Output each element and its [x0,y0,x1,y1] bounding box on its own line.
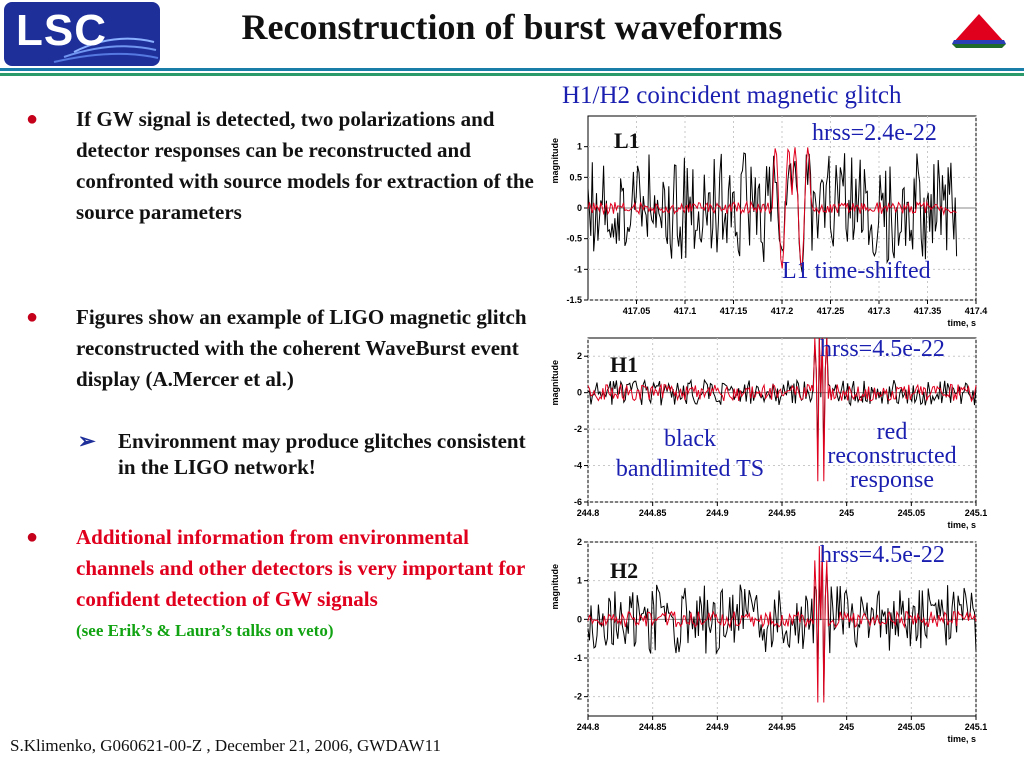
y-tick-label: 1 [577,576,582,586]
chart-h1-black-legend: black bandlimited TS [590,424,790,484]
chart-l1: -1.5 -1 -0.5 0 0.5 1 417.05 417.1 417.15 417.2 417… [550,115,988,328]
veto-note: (see Erik’s & Laura’s talks on veto) [76,621,334,640]
y-tick-label: -6 [574,497,582,507]
x-tick-label: 417.25 [817,306,845,316]
x-tick-label: 417.2 [771,306,794,316]
series-red-reconstructed [587,546,977,703]
x-tick-label: 417.4 [965,306,988,316]
y-tick-label: -2 [574,424,582,434]
legend-black-line2: bandlimited TS [615,456,765,482]
x-axis-label: time, s [947,734,976,744]
x-tick-label: 244.8 [577,722,600,732]
chart-h1-red-legend: red reconstructed response [804,420,980,492]
y-tick-label: -0.5 [566,234,582,244]
chart-h1-ifo-label: H1 [610,352,639,377]
arrow-bullet-icon: ➢ [78,429,96,453]
series-red-reconstructed [587,337,977,482]
red-green-triangle-icon [952,14,1006,48]
x-tick-label: 245 [839,722,854,732]
y-tick-label: 0 [577,388,582,398]
x-tick-label: 245.1 [965,722,988,732]
series-black-bandlimited [587,152,958,273]
x-tick-label: 244.95 [768,508,796,518]
x-tick-label: 244.85 [639,722,667,732]
round-bullet-icon: ● [26,108,39,130]
x-tick-label: 417.3 [868,306,891,316]
chart-h1-hrss: hrss=4.5e-22 [820,336,945,362]
chart-h2: -2 -1 0 1 2 244.8 244.85 244.9 244.95 245 245.05 24… [550,538,988,744]
x-tick-label: 245.05 [898,722,926,732]
logo-text: LSC [16,6,107,55]
y-axis-label: magnitude [550,360,560,406]
y-tick-label: 0 [577,614,582,624]
bullet-1: ● If GW signal is detected, two polariza… [26,104,536,228]
y-tick-label: 2 [577,538,582,547]
x-axis-label: time, s [947,318,976,328]
y-tick-label: 2 [577,351,582,361]
chart-l1-hrss: hrss=2.4e-22 [812,120,937,146]
logo-swirl [53,37,159,63]
bullet-3: ● Additional information from environmen… [26,522,536,646]
x-tick-label: 244.9 [706,722,729,732]
header-divider-teal [0,68,1024,71]
sub-bullet-1: ➢ Environment may produce glitches consi… [78,428,538,480]
sub-bullet-1-text: Environment may produce glitches consist… [118,429,526,479]
x-tick-label: 245 [839,508,854,518]
x-tick-label: 244.8 [577,508,600,518]
bullet-1-text: If GW signal is detected, two polarizati… [76,107,534,224]
y-axis-label: magnitude [550,138,560,184]
chart-h2-hrss: hrss=4.5e-22 [820,542,945,568]
y-tick-label: 0.5 [569,172,582,182]
legend-red-line2: reconstructed [827,443,957,469]
page-title: Reconstruction of burst waveforms [241,7,783,47]
y-tick-label: -1 [574,264,582,274]
y-tick-label: -4 [574,461,582,471]
x-tick-label: 417.05 [623,306,651,316]
legend-red-line3: response [850,467,934,493]
lsc-logo-icon: LSC [4,2,160,66]
y-axis-label: magnitude [550,564,560,610]
x-tick-label: 245.05 [898,508,926,518]
x-tick-label: 417.35 [914,306,942,316]
chart-l1-shift-note: L1 time-shifted [782,258,931,284]
chart-h2-ifo-label: H2 [610,558,639,583]
series-red-reconstructed [587,147,957,269]
chart-l1-ifo-label: L1 [614,128,640,153]
legend-black-line1: black [664,426,716,452]
bullet-2-text: Figures show an example of LIGO magnetic… [76,305,527,391]
bullet-2: ● Figures show an example of LIGO magnet… [26,302,536,395]
x-tick-label: 244.85 [639,508,667,518]
legend-red-line1: red [876,419,908,445]
round-bullet-icon: ● [26,526,39,548]
y-tick-label: -1.5 [566,295,582,305]
chart-h1: -6 -4 -2 0 2 244.8 244.85 244.9 244.95 245 245.05 2… [550,337,988,530]
round-bullet-icon: ● [26,306,39,328]
y-tick-label: -1 [574,653,582,663]
y-tick-label: 0 [577,203,582,213]
series-black-bandlimited [587,544,977,696]
x-tick-label: 245.1 [965,508,988,518]
figure-caption: H1/H2 coincident magnetic glitch [562,82,902,109]
y-tick-label: 1 [577,142,582,152]
x-tick-label: 244.9 [706,508,729,518]
header-divider-green [0,73,1024,76]
x-tick-label: 417.1 [674,306,697,316]
y-tick-label: -2 [574,692,582,702]
x-tick-label: 244.95 [768,722,796,732]
x-tick-label: 417.15 [720,306,748,316]
footer: S.Klimenko, G060621-00-Z , December 21, … [10,736,441,755]
x-axis-label: time, s [947,520,976,530]
bullet-3-text: Additional information from environmenta… [76,525,525,611]
